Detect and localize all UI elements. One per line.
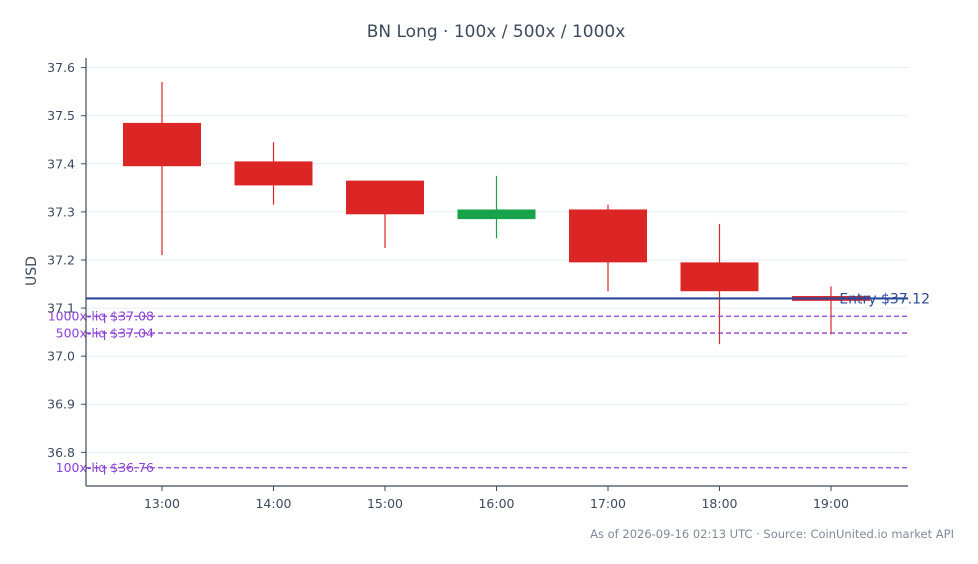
y-tick-label: 37.5 <box>47 108 75 123</box>
candles <box>123 82 870 345</box>
candle-body <box>123 122 201 167</box>
candle-body <box>569 209 647 263</box>
x-tick-label: 14:00 <box>255 496 291 511</box>
y-tick-label: 37.6 <box>47 60 75 75</box>
liquidation-label: 500x-liq $37.04 <box>56 326 154 341</box>
y-tick-label: 36.8 <box>47 445 75 460</box>
candle <box>569 204 647 292</box>
candle-body <box>234 161 313 186</box>
candle <box>123 82 201 256</box>
candle <box>234 142 313 205</box>
y-tick-label: 37.0 <box>47 349 75 364</box>
liquidation-label: 100x-liq $36.76 <box>56 460 154 475</box>
candle-body <box>680 262 759 292</box>
x-tick-label: 17:00 <box>590 496 626 511</box>
x-tick-label: 19:00 <box>813 496 849 511</box>
gridlines <box>86 67 908 453</box>
y-axis-label: USD <box>24 256 40 286</box>
y-tick-label: 37.3 <box>47 204 75 219</box>
entry-label: Entry $37.12 <box>839 291 930 307</box>
level-lines: Entry $37.12 1000x-liq $37.08 500x-liq $37… <box>48 291 930 475</box>
y-tick-label: 37.4 <box>47 156 75 171</box>
candle <box>346 180 424 248</box>
x-tick-label: 13:00 <box>144 496 180 511</box>
y-tick-label: 37.2 <box>47 252 75 267</box>
chart-title: BN Long · 100x / 500x / 1000x <box>367 22 626 42</box>
y-tick-label: 36.9 <box>47 397 75 412</box>
candle <box>457 175 536 239</box>
x-tick-label: 15:00 <box>367 496 403 511</box>
axes: 36.8 36.9 37.0 37.1 37.2 37.3 37.4 37.5 37.6 13:0… <box>47 58 908 511</box>
candle-body <box>346 180 424 215</box>
footer-source: As of 2026-09-16 02:13 UTC · Source: Coi… <box>590 527 954 541</box>
x-tick-label: 16:00 <box>478 496 514 511</box>
candle <box>680 223 759 345</box>
x-tick-label: 18:00 <box>701 496 737 511</box>
y-tick-label: 37.1 <box>47 301 75 316</box>
candle-body <box>457 209 536 220</box>
liquidation-label: 1000x-liq $37.08 <box>48 309 154 324</box>
